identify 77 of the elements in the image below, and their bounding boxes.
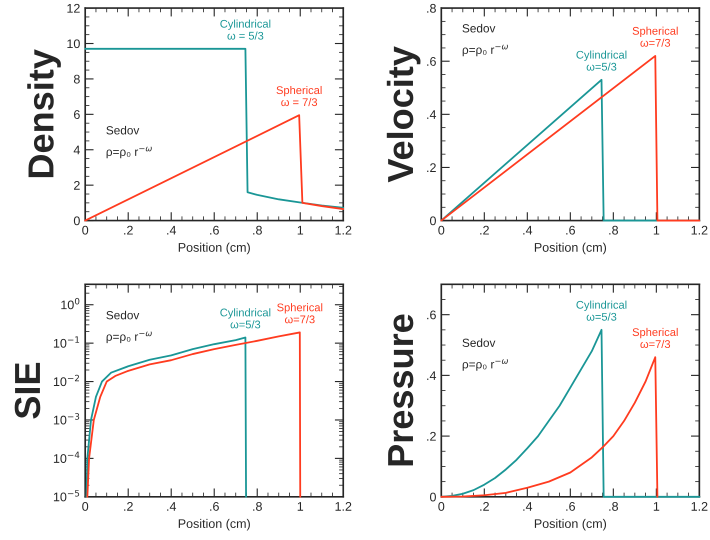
x-tick-label: .6 (210, 226, 219, 235)
line-series (86, 332, 302, 498)
x-tick-label: .8 (609, 226, 618, 235)
annotation: Sedov (462, 24, 496, 33)
x-tick-label: .6 (210, 502, 219, 511)
x-axis-title: Position (cm) (178, 518, 250, 531)
x-tick-label: 1.2 (336, 502, 352, 511)
line-series (440, 356, 658, 498)
line-series (84, 48, 344, 209)
y-tick-label: 12 (67, 4, 80, 13)
x-axis-title: Position (cm) (178, 242, 250, 254)
x-tick-label: .8 (609, 502, 618, 511)
x-axis-title: Position (cm) (534, 518, 606, 531)
x-tick-label: 0 (438, 502, 444, 511)
y-tick-label: .6 (427, 57, 436, 66)
x-tick-label: 1.2 (336, 226, 352, 234)
x-tick-label: 1 (298, 226, 304, 234)
annotation: ρ=ρ₀ r$^{−ω}$ (462, 359, 508, 371)
annotation: ρ=ρ₀ r$^{−ω}$ (462, 44, 508, 56)
x-tick-label: 1 (654, 226, 660, 234)
series-label: Cylindrical ω=5/3 (576, 50, 626, 71)
x-tick-label: .2 (124, 502, 133, 511)
y-tick-label: 0 (430, 216, 436, 226)
y-tick-label: 10 (67, 39, 80, 48)
x-tick-label: .6 (566, 502, 575, 511)
annotation: ρ=ρ₀ r$^{−ω}$ (106, 146, 152, 158)
series-label: Cylindrical ω = 5/3 (220, 20, 270, 40)
x-tick-label: .2 (480, 226, 489, 234)
y-tick-label: 10$^{−1}$ (54, 336, 80, 348)
y-tick-label: 10$^{−3}$ (54, 413, 80, 425)
x-tick-label: .8 (253, 502, 262, 511)
y-tick-label: 10$^{−5}$ (54, 490, 80, 502)
x-tick-label: .6 (566, 226, 575, 235)
series-label: Cylindrical ω=5/3 (576, 300, 626, 321)
annotation: Sedov (106, 310, 140, 320)
x-tick-label: .4 (167, 226, 176, 234)
y-tick-label: 2 (74, 180, 80, 190)
x-tick-label: .2 (480, 502, 489, 511)
y-tick-label: .2 (427, 163, 436, 172)
x-tick-label: 1.2 (692, 226, 708, 234)
x-tick-label: .4 (523, 502, 532, 511)
y-tick-label: .8 (427, 4, 436, 13)
x-tick-label: .8 (253, 226, 262, 235)
x-tick-label: 1 (298, 502, 304, 511)
x-tick-label: 0 (82, 502, 88, 511)
y-axis-title: SIE (14, 362, 40, 419)
y-tick-label: 10$^{−4}$ (54, 452, 80, 463)
y-tick-label: 6 (74, 110, 80, 119)
series-label: Spherical ω = 7/3 (276, 86, 322, 106)
x-tick-label: 0 (82, 226, 88, 235)
y-tick-label: .4 (427, 371, 436, 380)
series-label: Spherical ω=7/3 (277, 303, 322, 324)
y-tick-label: .6 (427, 310, 436, 320)
y-axis-title: Pressure (388, 314, 414, 466)
y-tick-label: 8 (74, 74, 80, 84)
y-tick-label: 4 (74, 146, 80, 154)
x-axis-title: Position (cm) (534, 242, 606, 254)
y-tick-label: .2 (427, 432, 436, 441)
y-axis-title: Velocity (386, 46, 420, 182)
series-label: Cylindrical ω=5/3 (220, 308, 270, 328)
y-tick-label: .4 (427, 110, 436, 119)
annotation: Sedov (462, 338, 496, 347)
x-tick-label: .4 (523, 226, 532, 234)
x-tick-label: 1 (654, 502, 660, 511)
x-tick-label: .4 (167, 502, 176, 511)
x-tick-label: .2 (124, 226, 133, 234)
y-axis-title: Density (27, 49, 61, 178)
x-tick-label: 1.2 (692, 502, 708, 511)
y-tick-label: 10$^{−2}$ (54, 374, 80, 386)
y-tick-label: 0 (430, 492, 436, 502)
y-tick-label: 0 (74, 216, 80, 226)
annotation: ρ=ρ₀ r$^{−ω}$ (106, 332, 152, 344)
x-tick-label: 0 (438, 226, 444, 235)
y-tick-label: 10$^{0}$ (61, 298, 80, 310)
series-label: Spherical ω=7/3 (632, 328, 678, 348)
annotation: Sedov (106, 126, 140, 135)
series-label: Spherical ω=7/3 (632, 26, 678, 47)
